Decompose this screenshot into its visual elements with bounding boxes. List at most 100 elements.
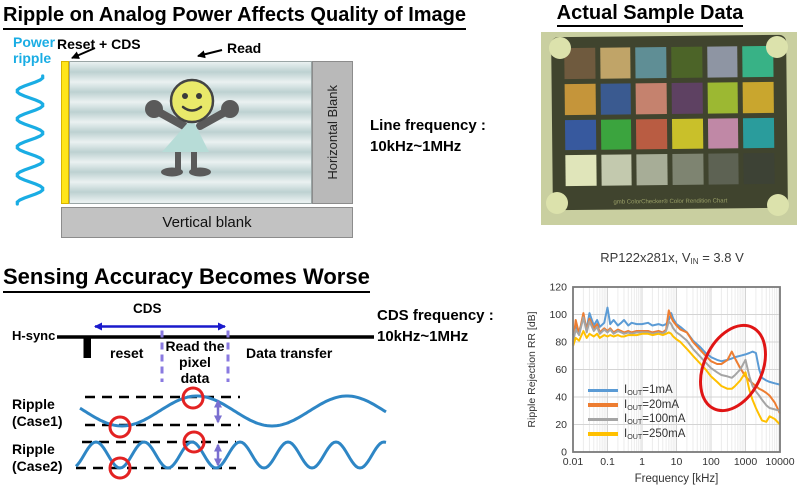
cds-label: CDS [133,301,162,316]
x-tick-label: 1000 [734,456,758,468]
x-axis-label: Frequency [kHz] [635,473,719,485]
color-patch [636,118,668,150]
legend-item: IOUT=1mA [588,383,685,398]
color-patch [564,83,596,115]
case1-sample-marker [181,386,205,410]
x-tick-label: 100 [702,456,720,468]
case1-sample-marker [108,415,132,439]
hsync-pulse [83,337,91,358]
color-patch [564,119,596,151]
rr-chart-svg: 0.01 0.1 1 10 100 1000 10000 0 20 40 60 80 100 120 Rip… [526,282,795,486]
legend-swatch [588,417,618,421]
ripple-case1-label: Ripple (Case1) [12,396,63,429]
colorchecker-grid [564,45,775,187]
case1-wave [79,394,387,428]
color-patch [635,47,667,79]
rr-chart-legend: IOUT=1mA IOUT=20mA IOUT=100mA IOUT=250mA [588,383,685,441]
legend-label: IOUT=1mA [624,384,673,398]
color-patch [707,82,739,114]
x-tick-label: 1 [639,456,645,468]
left-foot [161,167,183,177]
cds-frequency-note: CDS frequency : 10kHz~1MHz [377,307,494,345]
legend-label: IOUT=20mA [624,398,680,412]
legend-swatch [588,403,618,407]
read-arrow-icon [197,49,223,59]
left-hand [145,100,163,118]
horizontal-blank-label: Horizontal Blank [325,85,340,180]
color-patch [565,155,597,187]
rr-chart-panel: RP122x281x, VIN = 3.8 V 0.01 0.1 1 10 100 100… [524,246,806,489]
legend-item: IOUT=250mA [588,427,685,442]
y-tick-label: 80 [555,337,567,349]
reset-cds-label: Reset + CDS [57,36,141,52]
legend-swatch [588,432,618,436]
dress [162,118,209,152]
read-label: Read [227,40,262,56]
x-tick-label: 0.01 [563,456,584,468]
color-patch [706,46,738,78]
series-IOUT=250mA [572,330,781,426]
color-patch [600,83,632,115]
legend-item: IOUT=100mA [588,412,685,427]
title-ripple-on-analog-power: Ripple on Analog Power Affects Quality o… [3,4,467,30]
color-patch [636,154,668,186]
power-ripple-label: Power ripple [13,34,56,66]
color-patch [635,82,667,114]
case2-sample-marker [182,430,206,454]
grid-major: 0.01 0.1 1 10 100 1000 10000 0 20 40 60 80 100 120 [549,282,794,469]
colorchecker-caption: gmb ColorChecker® Color Rendition Chart [613,198,728,206]
y-tick-label: 20 [555,419,567,431]
color-patch [671,118,703,150]
case2-sample-marker [108,456,132,480]
ripple-case2-label: Ripple (Case2) [12,441,63,474]
hsync-label: H-sync [12,328,56,343]
title-sensing-accuracy: Sensing Accuracy Becomes Worse [3,264,370,293]
case2-wave [74,440,387,470]
color-patch [600,154,632,186]
smiley-figure [145,78,239,177]
color-patch [672,153,704,185]
vertical-blank-bar: Vertical blank [61,207,353,238]
color-patch [671,82,703,114]
highlight-ellipse-annotation [699,323,767,413]
read-pixel-data-label: Read the pixel data [165,338,225,386]
corner-marker [767,194,789,216]
smile [181,105,203,112]
color-patch [743,153,775,185]
legend-item: IOUT=20mA [588,398,685,413]
sample-photo: gmb ColorChecker® Color Rendition Chart [541,32,797,225]
color-patch [599,47,631,79]
rr-chart-title: RP122x281x, VIN = 3.8 V [600,250,744,266]
corner-marker [766,36,788,58]
title-actual-sample-data-wrap: Actual Sample Data [543,2,757,27]
plot-border [572,286,781,453]
x-tick-label: 10000 [765,456,794,468]
reset-cds-column [61,61,69,204]
data-transfer-label: Data transfer [246,345,333,361]
color-patch [707,117,739,149]
legend-swatch [588,388,618,392]
vertical-blank-label: Vertical blank [162,214,252,231]
legend-label: IOUT=100mA [624,413,686,427]
color-patch [742,81,774,113]
corner-marker [546,192,568,214]
series-IOUT=100mA [572,316,781,412]
smiley-face [169,78,215,124]
color-patch [671,46,703,78]
color-patch [707,153,739,185]
line-frequency-note: Line frequency : 10kHz~1MHz [370,117,486,155]
horizontal-blank-bar: Horizontal Blank [312,61,353,204]
x-tick-label: 10 [671,456,683,468]
series-IOUT=1mA [572,306,781,386]
right-hand [221,100,239,118]
y-tick-label: 120 [549,282,567,294]
y-tick-label: 60 [555,364,567,376]
y-axis-label: Ripple Rejection RR [dB] [526,311,538,427]
legend-label: IOUT=250mA [624,427,686,441]
reset-label: reset [110,345,144,361]
y-tick-label: 40 [555,392,567,404]
x-tick-label: 0.1 [600,456,615,468]
colorchecker-chart: gmb ColorChecker® Color Rendition Chart [551,34,788,211]
title-actual-sample-data: Actual Sample Data [556,2,744,27]
